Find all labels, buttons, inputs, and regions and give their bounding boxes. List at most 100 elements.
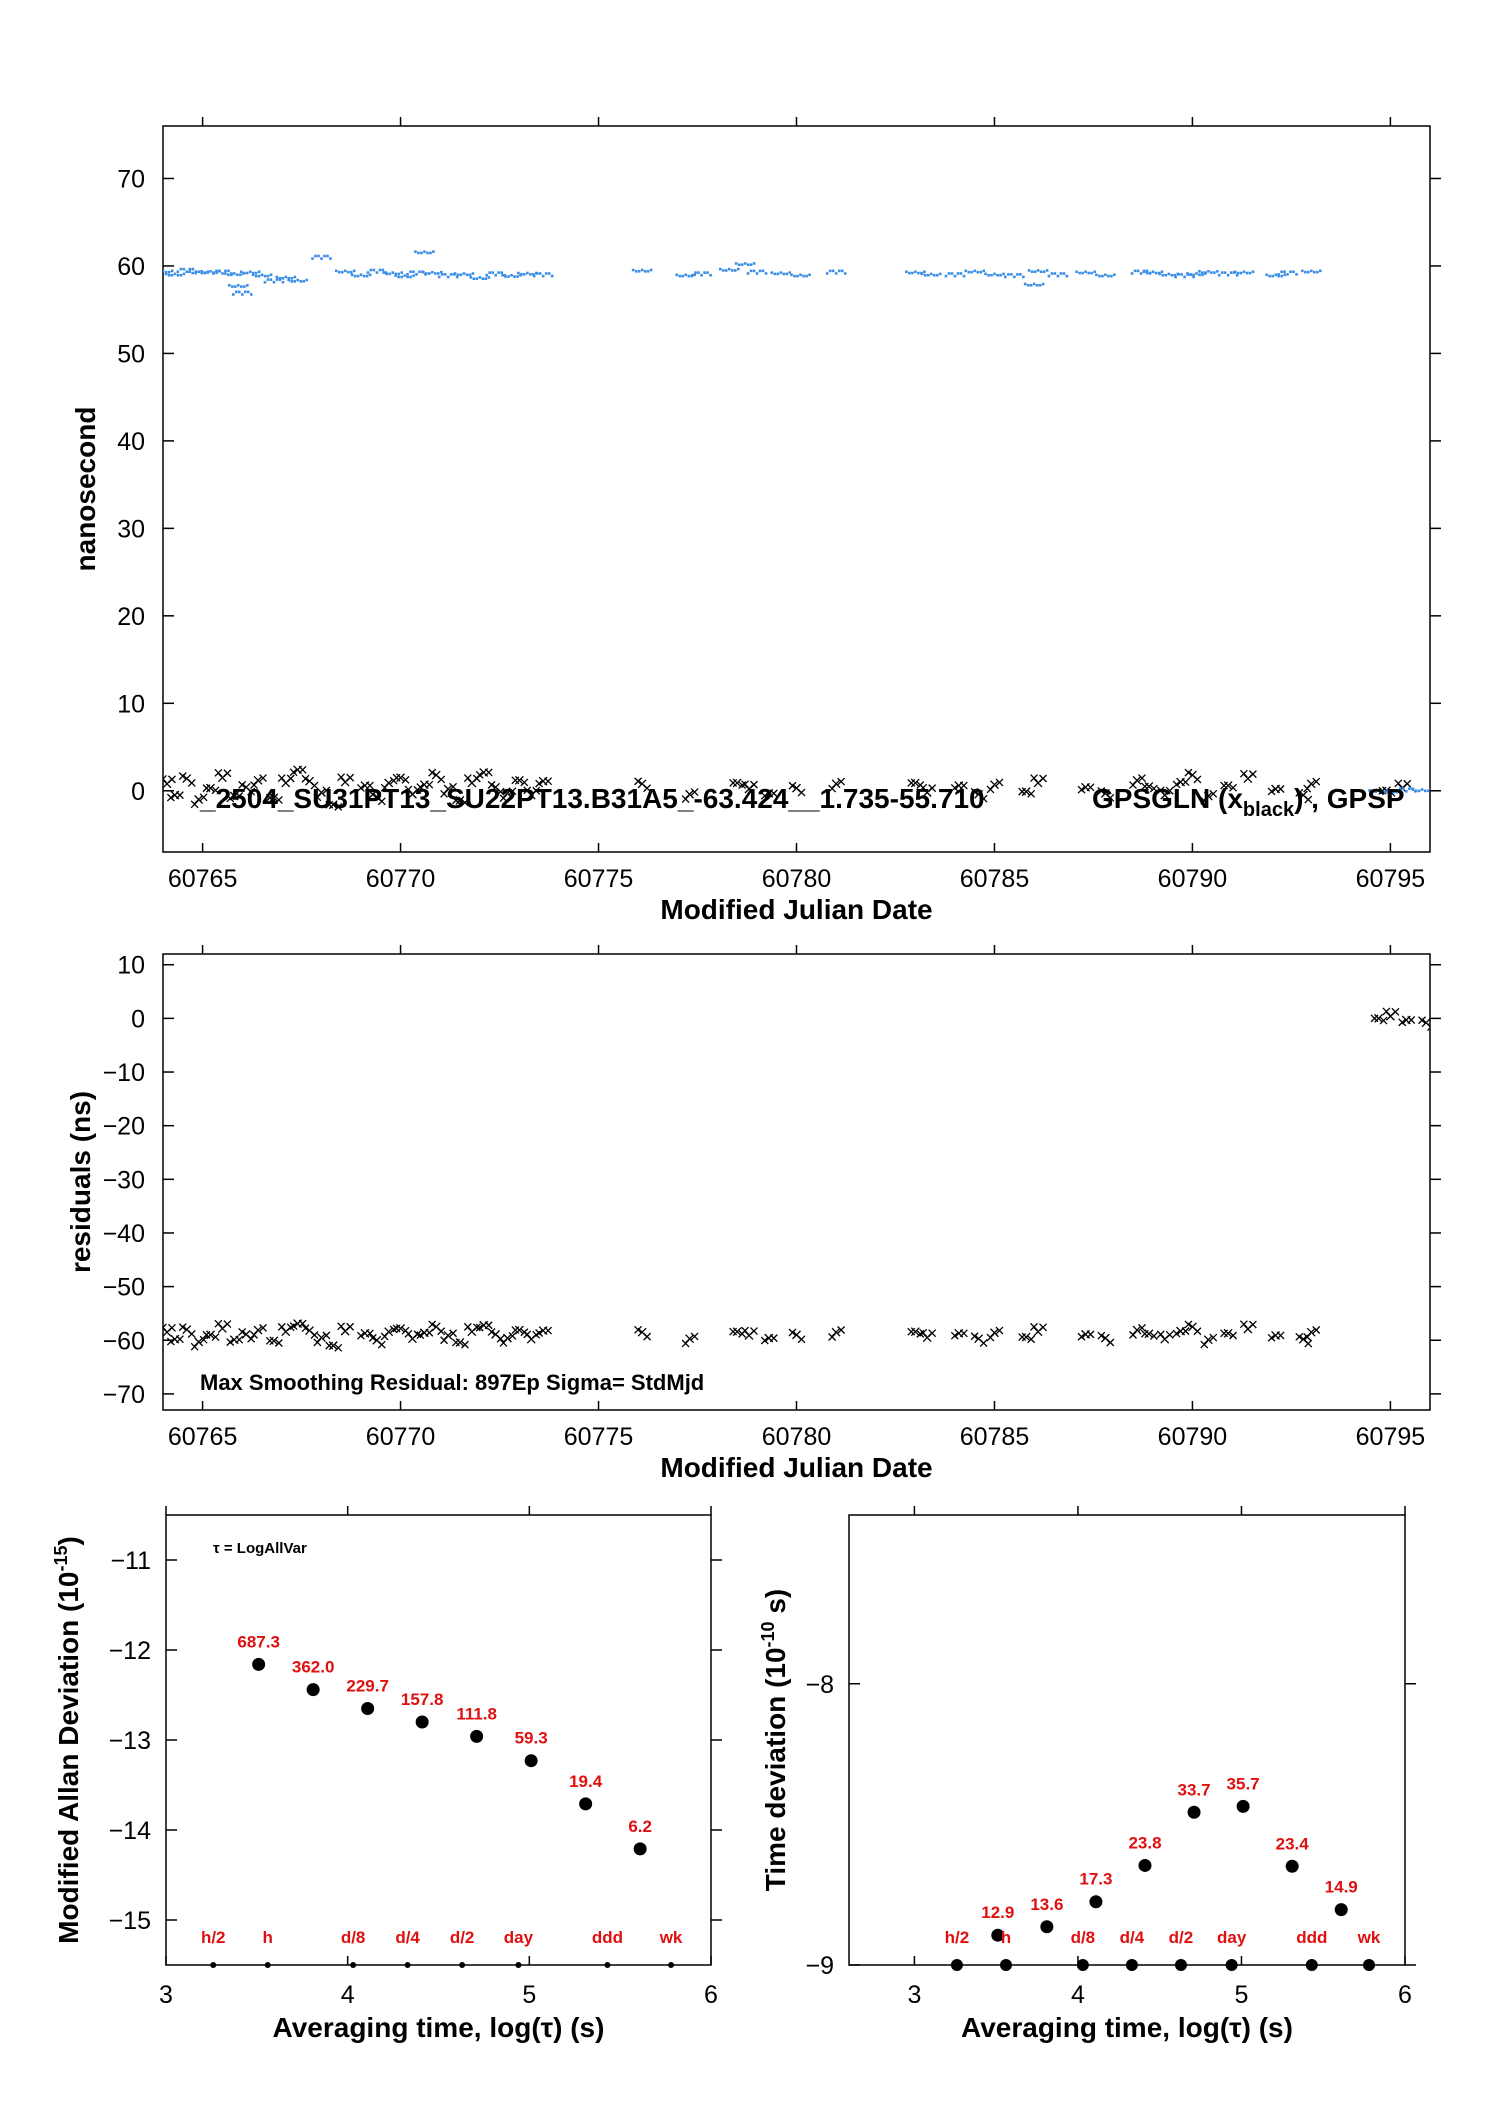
data-point	[257, 270, 261, 274]
data-point	[1086, 783, 1095, 792]
data-point	[1039, 1323, 1047, 1332]
data-point	[508, 1331, 517, 1340]
data-point	[1304, 795, 1313, 804]
data-point	[524, 1754, 538, 1768]
data-point	[532, 273, 535, 276]
data-point	[190, 800, 199, 809]
y-tick-label: 0	[131, 778, 145, 806]
data-point	[423, 250, 426, 253]
data-point	[163, 775, 167, 783]
data-point	[1286, 273, 1289, 276]
data-point	[1041, 282, 1045, 286]
data-point	[643, 270, 647, 273]
data-point	[926, 273, 930, 277]
data-point	[1268, 274, 1271, 278]
data-point	[979, 794, 988, 803]
data-point	[170, 269, 174, 273]
x-tick-label: 60765	[168, 1423, 238, 1451]
data-point	[500, 271, 503, 274]
data-point	[1204, 271, 1207, 274]
data-point	[1220, 781, 1229, 790]
data-point	[432, 250, 435, 253]
x-tick-label: 60790	[1158, 865, 1228, 893]
data-point	[460, 798, 469, 807]
data-point	[514, 1325, 524, 1335]
data-point	[1407, 1016, 1416, 1024]
y-tick-label: −9	[805, 1952, 834, 1980]
tau-marker-label: h/2	[201, 1928, 226, 1947]
data-point	[269, 1336, 279, 1346]
data-point	[227, 269, 230, 273]
data-point	[990, 273, 993, 277]
data-point	[1158, 272, 1162, 276]
data-point	[1220, 1329, 1229, 1338]
data-point	[523, 786, 532, 795]
data-point	[275, 278, 279, 281]
data-point	[239, 270, 243, 274]
data-point	[1056, 274, 1060, 278]
data-point	[426, 251, 429, 255]
data-point	[1181, 1327, 1190, 1336]
data-point	[265, 793, 274, 802]
data-point	[449, 273, 453, 276]
tau-marker-label: d/2	[1169, 1928, 1194, 1947]
data-point	[1377, 789, 1380, 792]
tau-marker-label: h/2	[945, 1928, 970, 1947]
x-tick-label: 5	[1235, 1981, 1249, 2009]
data-label: 33.7	[1178, 1780, 1211, 1799]
data-point	[194, 270, 198, 274]
tau-marker-label: wk	[1357, 1928, 1381, 1947]
data-point	[361, 1702, 375, 1715]
data-point	[1394, 779, 1403, 788]
data-point	[392, 773, 401, 782]
data-point	[328, 1341, 338, 1351]
data-point	[368, 790, 377, 799]
data-label: 14.9	[1325, 1878, 1358, 1897]
data-point	[526, 271, 529, 275]
data-point	[434, 272, 437, 275]
data-point	[1084, 270, 1087, 274]
data-point	[520, 273, 523, 276]
data-point	[443, 273, 447, 276]
data-point	[1392, 790, 1395, 794]
data-point	[234, 285, 237, 288]
y-tick-label: 70	[117, 165, 145, 193]
plot-frame	[848, 1514, 1406, 1966]
data-point	[456, 273, 460, 277]
data-point	[1295, 273, 1298, 276]
data-point	[1077, 1332, 1086, 1341]
data-point	[234, 290, 238, 294]
data-point	[1019, 273, 1022, 276]
data-point	[1217, 273, 1221, 277]
data-point	[1239, 1320, 1248, 1329]
panel-time-series: 60765 60770 60775 60780 60785 60790 60795 Modif…	[70, 117, 1441, 925]
data-point	[1145, 269, 1149, 273]
data-point	[1106, 1338, 1115, 1347]
x-tick-label: 4	[1071, 1981, 1085, 2009]
data-point	[340, 270, 344, 274]
data-point	[449, 1329, 458, 1338]
data-point	[788, 1328, 797, 1337]
x-tick-label: 4	[341, 1981, 355, 2009]
data-point	[1154, 271, 1158, 275]
data-point	[293, 280, 297, 283]
data-point	[1209, 1333, 1218, 1342]
data-point	[637, 270, 641, 273]
data-point	[420, 251, 423, 255]
data-point	[1050, 272, 1054, 275]
data-point	[453, 272, 457, 275]
y-tick-label: 0	[131, 1005, 145, 1033]
data-point	[962, 274, 966, 278]
data-point	[1236, 1799, 1250, 1813]
data-point	[1310, 269, 1313, 273]
data-point	[834, 272, 838, 275]
data-point	[415, 1715, 429, 1729]
data-point	[1160, 270, 1164, 274]
data-point	[422, 270, 425, 274]
tau-marker	[1305, 1959, 1318, 1971]
data-point	[1145, 271, 1149, 275]
x-tick-label: 60765	[168, 865, 238, 893]
data-point	[1334, 1903, 1348, 1917]
y-axis-label: nanosecond	[70, 407, 101, 572]
data-point	[919, 1328, 928, 1337]
